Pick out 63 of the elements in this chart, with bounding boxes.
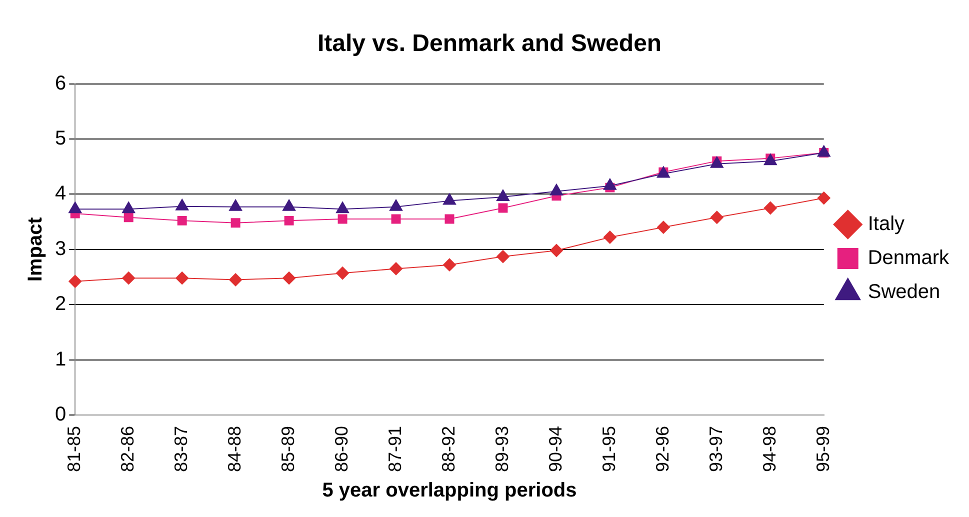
y-tick-label: 4 [55, 182, 66, 205]
x-tick-label: 81-85 [64, 426, 84, 472]
x-tick-label: 92-96 [652, 426, 672, 472]
point [230, 218, 240, 228]
x-tick-label: 88-92 [438, 426, 458, 472]
point [442, 193, 456, 205]
point [391, 214, 401, 224]
x-tick-label: 90-94 [545, 426, 566, 472]
point [550, 184, 564, 196]
point [496, 189, 510, 201]
point [710, 210, 724, 224]
x-tick-label: 86-90 [332, 426, 352, 472]
legend-label: Denmark [868, 247, 950, 270]
point [229, 199, 242, 211]
point [176, 272, 189, 285]
x-tick-label: 89-93 [492, 426, 512, 472]
point [338, 214, 348, 224]
x-tick-label: 87-91 [384, 426, 405, 472]
point [282, 272, 296, 285]
point [177, 216, 187, 226]
y-axis-title: Impact [24, 216, 47, 282]
legend-label: Italy [868, 213, 905, 236]
x-tick-label: 84-88 [224, 426, 245, 472]
point [122, 202, 136, 214]
point [442, 258, 456, 272]
y-tick-label: 6 [55, 72, 66, 94]
point [550, 244, 563, 257]
point [68, 202, 82, 214]
x-tick-label: 94-98 [759, 426, 780, 472]
point [496, 250, 510, 264]
point [764, 201, 777, 214]
point [389, 199, 403, 211]
x-tick-label: 82-86 [118, 426, 138, 472]
point [176, 198, 189, 210]
point [122, 272, 136, 285]
y-tick-label: 1 [55, 348, 66, 370]
point [284, 216, 294, 226]
y-tick-label: 2 [55, 293, 66, 316]
point [336, 266, 350, 280]
x-tick-label: 85-89 [278, 426, 298, 472]
x-tick-label: 83-87 [171, 426, 192, 472]
y-tick-label: 3 [55, 238, 66, 260]
point [603, 178, 617, 190]
point [444, 214, 454, 224]
point [229, 273, 242, 286]
point [498, 203, 508, 213]
point [282, 199, 296, 211]
x-tick-label: 91-95 [598, 426, 619, 472]
y-tick-label: 5 [55, 128, 66, 150]
x-tick-label: 95-99 [812, 426, 833, 472]
point [68, 274, 82, 288]
x-tick-label: 93-97 [706, 426, 726, 472]
chart-title: Italy vs. Denmark and Sweden [317, 30, 662, 58]
y-tick-label: 0 [55, 403, 66, 426]
point [390, 262, 403, 276]
point [656, 220, 670, 234]
point [336, 202, 350, 214]
point [603, 230, 616, 244]
x-axis-title: 5 year overlapping periods [322, 480, 577, 502]
point [817, 192, 830, 205]
legend-label: Sweden [868, 281, 940, 304]
point [817, 145, 830, 157]
point [124, 212, 134, 222]
